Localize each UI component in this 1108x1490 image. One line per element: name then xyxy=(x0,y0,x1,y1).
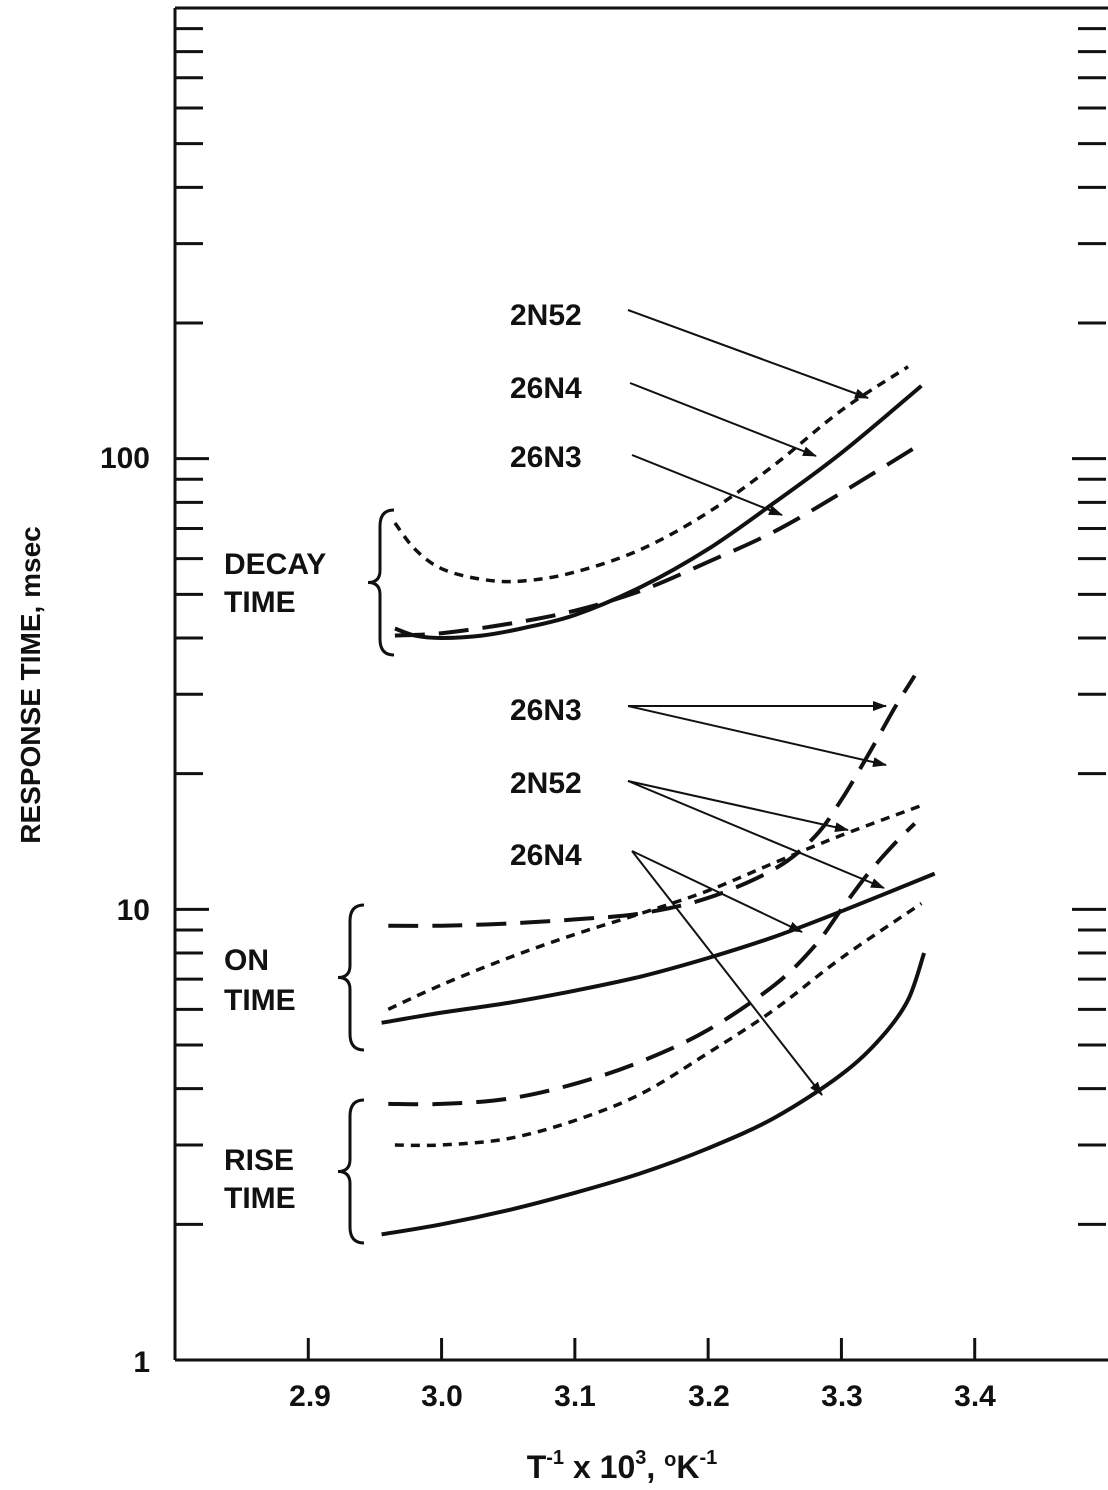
plot-frame xyxy=(173,6,1108,1362)
brace-on-time xyxy=(337,903,365,1052)
x-tick-label: 3.1 xyxy=(554,1380,596,1413)
series-line-on-time-26n4 xyxy=(381,871,936,1025)
callout-arrow xyxy=(631,850,823,1096)
series-line-decay-time-2n52 xyxy=(393,365,910,584)
group-label-on: ON xyxy=(224,944,269,977)
group-label-decay: DECAY xyxy=(224,548,326,581)
callout-label: 26N3 xyxy=(510,441,582,474)
group-label-rise: RISE xyxy=(224,1144,294,1177)
callout-arrow xyxy=(627,309,869,399)
series-line-on-time-2n52 xyxy=(387,803,923,1011)
series-line-decay-time-26n3 xyxy=(394,441,923,638)
x-tick-label: 3.2 xyxy=(688,1380,730,1413)
x-tick-label: 3.3 xyxy=(821,1380,863,1413)
callout-arrow xyxy=(629,382,817,457)
series-line-rise-time-2n52 xyxy=(394,902,923,1148)
x-tick-label: 3.4 xyxy=(954,1380,996,1413)
group-label-on: TIME xyxy=(224,984,296,1017)
x-axis-label: T-1 x 103, oK-1 xyxy=(527,1447,718,1485)
callout-label: 26N4 xyxy=(510,372,582,405)
callout-label: 26N3 xyxy=(510,694,582,727)
brace-rise-time xyxy=(337,1098,365,1245)
callout-label: 26N4 xyxy=(510,839,582,872)
callout-arrow xyxy=(631,850,803,933)
y-tick-label: 100 xyxy=(100,442,150,475)
series-line-decay-time-26n4 xyxy=(394,384,923,641)
callout-arrow xyxy=(627,705,887,767)
y-axis-label: RESPONSE TIME, msec xyxy=(15,526,46,843)
series-line-rise-time-26n3 xyxy=(388,822,917,1107)
callout-arrow xyxy=(627,780,885,889)
y-tick-label: 1 xyxy=(133,1346,150,1379)
y-tick-label: 10 xyxy=(117,894,150,927)
group-label-decay: TIME xyxy=(224,586,296,619)
annotations xyxy=(337,309,887,1245)
callout-arrow xyxy=(627,780,849,833)
series-line-on-time-26n3 xyxy=(388,674,917,928)
callout-label: 2N52 xyxy=(510,299,582,332)
brace-decay-time xyxy=(367,508,395,657)
series-line-rise-time-26n4 xyxy=(381,952,926,1237)
callout-label: 2N52 xyxy=(510,767,582,800)
callout-arrow xyxy=(631,454,783,516)
x-tick-label: 2.9 xyxy=(289,1380,331,1413)
series-lines xyxy=(381,365,936,1237)
x-tick-label: 3.0 xyxy=(421,1380,463,1413)
axis-ticks xyxy=(175,6,1106,1362)
group-label-rise: TIME xyxy=(224,1182,296,1215)
